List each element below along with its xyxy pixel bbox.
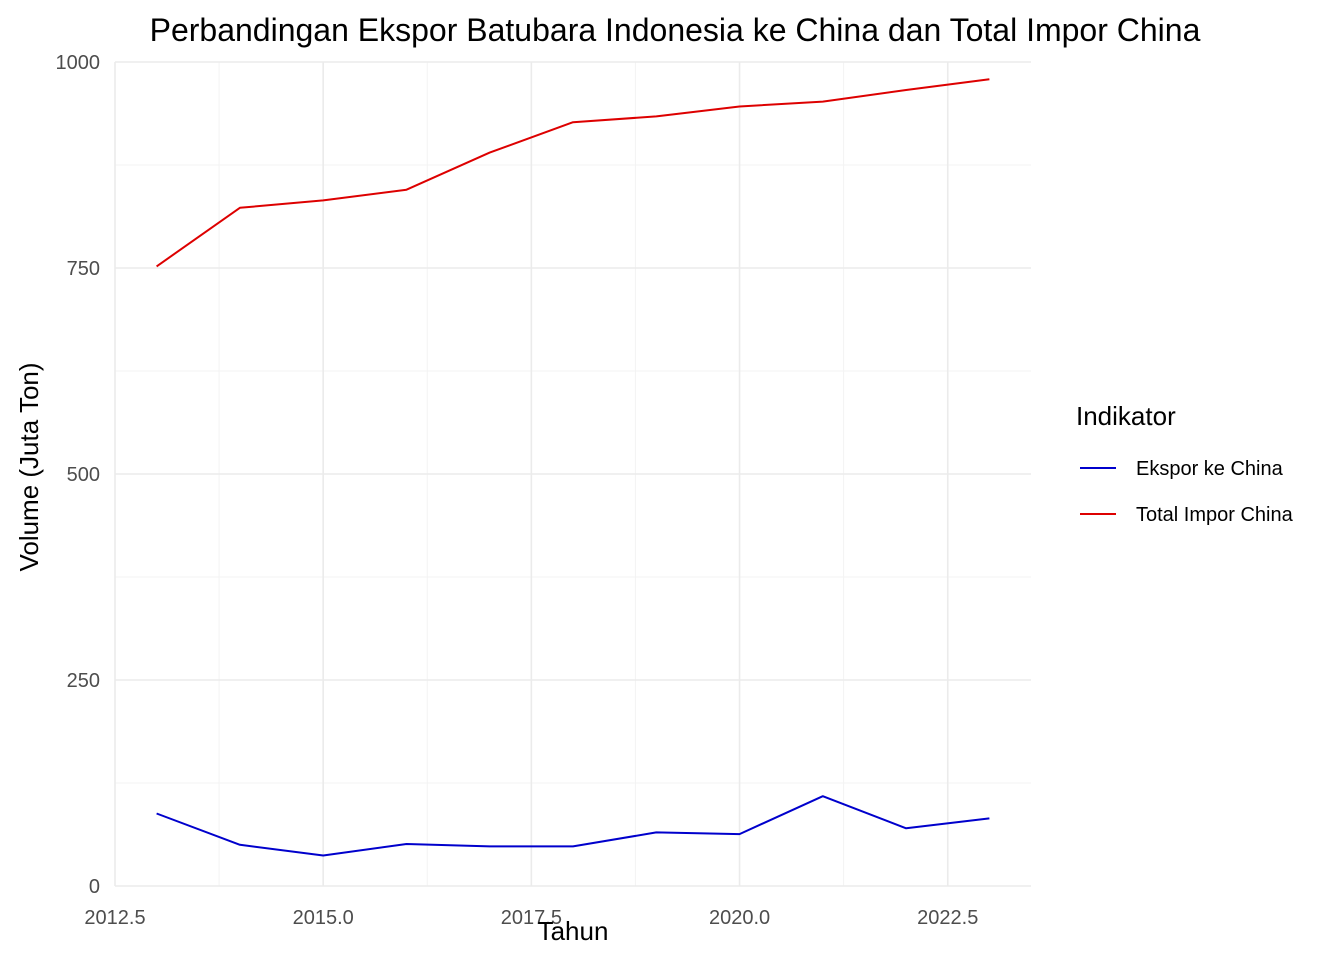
- y-axis-title: Volume (Juta Ton): [14, 362, 44, 571]
- y-tick-label: 0: [89, 876, 100, 898]
- plot-grid: [114, 61, 1031, 887]
- x-axis-title: Tahun: [538, 916, 609, 946]
- y-tick-label: 1000: [56, 52, 101, 74]
- chart-title: Perbandingan Ekspor Batubara Indonesia k…: [150, 12, 1201, 48]
- legend-label: Ekspor ke China: [1136, 458, 1284, 480]
- series-line-ekspor: [156, 795, 990, 857]
- x-tick-label: 2020.0: [709, 907, 770, 929]
- x-tick-label: 2015.0: [293, 907, 354, 929]
- legend-title: Indikator: [1076, 401, 1176, 431]
- series-lines: [156, 78, 990, 857]
- legend-label: Total Impor China: [1136, 504, 1294, 526]
- x-tick-labels: 2012.5 2015.0 2017.5 2020.0 2022.5: [84, 907, 978, 929]
- x-tick-label: 2022.5: [917, 907, 978, 929]
- y-tick-label: 250: [67, 670, 100, 692]
- legend: Indikator Ekspor ke China Total Impor Chi…: [1076, 401, 1294, 526]
- y-tick-label: 750: [67, 258, 100, 280]
- x-tick-label: 2012.5: [84, 907, 145, 929]
- y-tick-labels: 0 250 500 750 1000: [56, 52, 101, 898]
- series-line-impor: [156, 78, 990, 268]
- y-tick-label: 500: [67, 464, 100, 486]
- x-tick-label: 2017.5: [501, 907, 562, 929]
